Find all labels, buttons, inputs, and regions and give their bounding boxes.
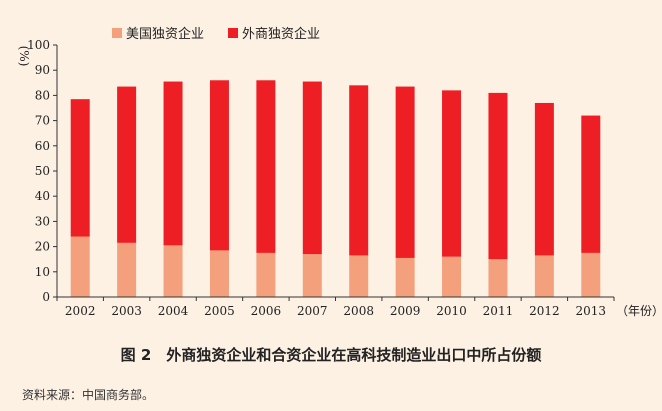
y-tick-label: 70 xyxy=(35,114,50,128)
bar-us-2009 xyxy=(395,257,415,297)
legend: 美国独资企业 外商独资企业 xyxy=(112,26,320,42)
legend-swatch-us xyxy=(112,28,122,38)
axes: 0 10 20 30 40 50 60 70 80 90 100(%) 2002 2003 2004 200… xyxy=(17,38,662,318)
y-tick-label: 10 xyxy=(35,265,50,279)
bar-foreign-2005 xyxy=(209,80,229,251)
y-tick-label: 40 xyxy=(35,189,50,203)
y-tick-label: 80 xyxy=(35,88,50,102)
legend-label-foreign: 外商独资企业 xyxy=(242,26,320,42)
x-tick-label: 2002 xyxy=(65,304,96,318)
x-tick-label: 2012 xyxy=(529,304,560,318)
x-tick-label: 2010 xyxy=(436,304,467,318)
bar-us-2011 xyxy=(488,259,508,297)
figure-caption: 图 2 外商独资企业和合资企业在高科技制造业出口中所占份额 xyxy=(120,346,542,364)
bar-foreign-2006 xyxy=(256,80,276,253)
x-tick-label: 2005 xyxy=(204,304,235,318)
bar-foreign-2012 xyxy=(534,102,554,256)
bar-us-2012 xyxy=(534,255,554,297)
source-note: 资料来源：中国商务部。 xyxy=(22,388,155,402)
y-tick-label: 30 xyxy=(35,214,50,228)
x-unit-label: （年份） xyxy=(616,304,662,318)
x-tick-label: 2006 xyxy=(251,304,282,318)
bar-us-2006 xyxy=(256,252,276,297)
y-unit-label: (%) xyxy=(17,46,31,67)
bar-foreign-2011 xyxy=(488,92,508,260)
bar-foreign-2002 xyxy=(70,99,90,237)
bar-foreign-2009 xyxy=(395,86,415,258)
x-tick-label: 2003 xyxy=(111,304,142,318)
bar-us-2008 xyxy=(349,255,369,297)
x-tick-label: 2004 xyxy=(158,304,189,318)
x-tick-label: 2011 xyxy=(483,304,514,318)
legend-label-us: 美国独资企业 xyxy=(126,26,204,42)
x-tick-label: 2007 xyxy=(297,304,328,318)
y-tick-label: 90 xyxy=(35,63,50,77)
bar-us-2002 xyxy=(70,236,90,297)
bar-foreign-2008 xyxy=(349,85,369,256)
bar-us-2003 xyxy=(117,242,137,297)
x-tick-label: 2008 xyxy=(343,304,374,318)
y-tick-label: 50 xyxy=(35,164,50,178)
bar-us-2010 xyxy=(442,256,462,297)
y-tick-label: 0 xyxy=(42,290,50,304)
x-tick-label: 2009 xyxy=(390,304,421,318)
bar-foreign-2013 xyxy=(581,115,601,253)
stacked-bar-chart: 0 10 20 30 40 50 60 70 80 90 100(%) 2002 2003 2004 200… xyxy=(17,26,662,318)
bar-foreign-2010 xyxy=(442,90,462,257)
y-tick-label: 100 xyxy=(27,38,50,52)
bar-us-2005 xyxy=(209,250,229,297)
legend-swatch-foreign xyxy=(228,28,238,38)
bar-foreign-2003 xyxy=(117,86,137,243)
y-tick-label: 60 xyxy=(35,139,50,153)
bar-us-2013 xyxy=(581,252,601,297)
bar-foreign-2004 xyxy=(163,81,183,246)
bar-foreign-2007 xyxy=(302,81,322,255)
bars xyxy=(70,80,601,297)
y-tick-label: 20 xyxy=(35,240,50,254)
bar-us-2004 xyxy=(163,245,183,297)
bar-us-2007 xyxy=(302,254,322,297)
x-tick-label: 2013 xyxy=(576,304,607,318)
